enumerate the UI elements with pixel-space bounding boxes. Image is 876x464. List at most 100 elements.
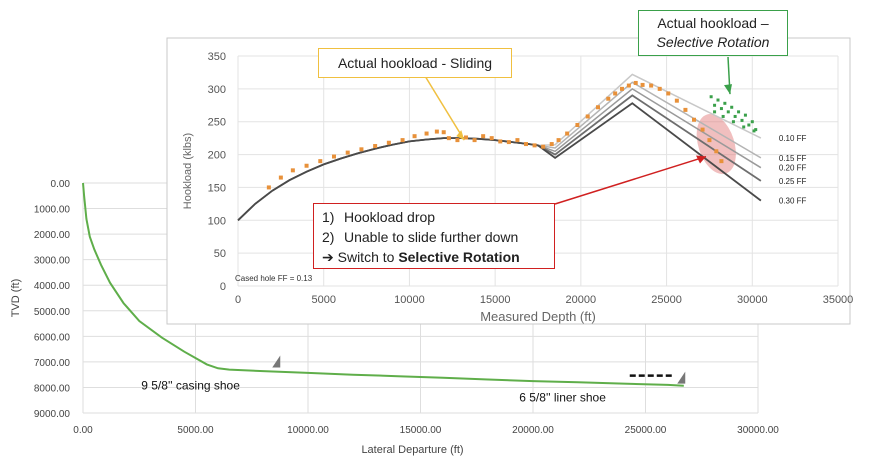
hookload-x-tick-label: 20000 — [566, 294, 597, 306]
callout-drop-text-2: Unable to slide further down — [344, 229, 519, 245]
cased-hole-ff-label: Cased hole FF = 0.13 — [235, 274, 313, 283]
hookload-x-axis-label: Measured Depth (ft) — [480, 309, 596, 324]
liner-shoe-label: 6 5/8'' liner shoe — [519, 391, 606, 405]
sliding-data-point — [541, 144, 546, 149]
hookload-x-tick-label: 5000 — [311, 294, 335, 306]
hookload-x-tick-label: 10000 — [394, 294, 425, 306]
sliding-data-point — [674, 98, 679, 103]
sliding-data-point — [481, 134, 486, 139]
sliding-data-point — [575, 123, 580, 127]
hookload-x-tick-label: 0 — [235, 294, 241, 306]
sliding-data-point — [524, 142, 528, 147]
trajectory-y-tick-label: 1000.00 — [34, 205, 71, 216]
sliding-data-point — [506, 140, 511, 145]
rotation-data-point — [723, 101, 727, 105]
sliding-data-point — [318, 159, 323, 164]
rotation-data-point — [719, 107, 723, 111]
sliding-data-point — [266, 185, 271, 190]
trajectory-y-tick-label: 6000.00 — [34, 332, 71, 343]
sliding-arrow-line — [424, 75, 465, 141]
trajectory-y-tick-label: 2000.00 — [34, 230, 71, 241]
sliding-data-point — [332, 154, 336, 159]
callout-sliding-text: Actual hookload - Sliding — [337, 55, 493, 71]
rotation-data-point — [730, 105, 734, 109]
sliding-data-point — [714, 149, 719, 154]
trajectory-y-axis-label: TVD (ft) — [10, 279, 22, 318]
trajectory-x-tick-label: 20000.00 — [512, 425, 554, 436]
sliding-data-point — [386, 140, 391, 145]
rotation-data-point — [754, 128, 758, 132]
sliding-data-point — [278, 175, 283, 180]
hookload-y-tick-label: 150 — [208, 182, 226, 194]
drop-arrow-line — [554, 155, 707, 205]
hookload-y-tick-label: 250 — [208, 117, 226, 129]
rotation-data-point — [747, 123, 751, 127]
sliding-data-point — [441, 130, 446, 135]
trajectory-x-tick-label: 5000.00 — [177, 425, 214, 436]
trajectory-x-tick-label: 10000.00 — [287, 425, 329, 436]
rotation-data-point — [709, 95, 713, 99]
sliding-data-point — [626, 83, 631, 88]
rotation-data-point — [721, 114, 725, 118]
sliding-data-point — [565, 131, 570, 136]
rotation-data-point — [713, 110, 717, 114]
sliding-data-point — [412, 134, 417, 139]
ff-curve-label: 0.10 FF — [779, 134, 807, 143]
hookload-y-tick-label: 350 — [208, 51, 226, 63]
callout-drop-text-3-bold: Selective Rotation — [398, 249, 520, 265]
sliding-arrow-head — [456, 130, 465, 141]
callout-drop-item-1: 1) Hookload drop — [322, 207, 554, 227]
sliding-data-point — [613, 91, 618, 96]
hookload-x-tick-label: 25000 — [651, 294, 682, 306]
ff-curve-label: 0.20 FF — [779, 164, 807, 173]
hookload-y-tick-label: 50 — [214, 248, 226, 260]
callout-sliding: Actual hookload - Sliding — [318, 48, 512, 78]
trajectory-x-tick-label: 25000.00 — [625, 425, 667, 436]
hookload-x-tick-label: 30000 — [737, 294, 768, 306]
trajectory-x-tick-label: 30000.00 — [737, 425, 779, 436]
hookload-y-tick-label: 200 — [208, 150, 226, 162]
rotation-data-point — [742, 125, 746, 129]
callout-drop-num-2: 2) — [322, 229, 335, 245]
callout-drop-item-3: ➔ Switch to Selective Rotation — [322, 247, 554, 267]
casing-shoe-marker — [272, 355, 281, 368]
sliding-data-point — [424, 131, 429, 136]
rotation-data-point — [750, 120, 754, 124]
sliding-data-point — [549, 142, 554, 147]
rotation-data-point — [737, 110, 741, 114]
trajectory-y-tick-label: 7000.00 — [34, 358, 71, 369]
callout-drop-text-1: Hookload drop — [344, 209, 436, 225]
trajectory-y-tick-label: 3000.00 — [34, 256, 71, 267]
trajectory-x-tick-label: 15000.00 — [400, 425, 442, 436]
callout-drop-item-2: 2) Unable to slide further down — [322, 227, 554, 247]
callout-rotation-line2: Selective Rotation — [656, 34, 770, 50]
drop-arrow-head — [696, 155, 706, 164]
hookload-y-tick-label: 300 — [208, 84, 226, 96]
sliding-data-point — [359, 147, 364, 152]
sliding-data-point — [620, 86, 624, 91]
sliding-data-point — [683, 107, 688, 112]
sliding-data-point — [640, 82, 645, 87]
sliding-data-point — [515, 138, 520, 143]
liner-shoe-marker — [677, 371, 686, 384]
hookload-x-tick-label: 15000 — [480, 294, 511, 306]
trajectory-x-axis-label: Lateral Departure (ft) — [361, 444, 463, 456]
sliding-data-point — [489, 136, 494, 141]
callout-drop-num-1: 1) — [322, 209, 335, 225]
callout-drop-text-3: ➔ Switch to — [322, 249, 399, 265]
trajectory-chart: 0.001000.002000.003000.004000.005000.006… — [10, 179, 779, 456]
sliding-data-point — [700, 127, 705, 132]
rotation-data-point — [716, 98, 720, 102]
sliding-data-point — [596, 105, 600, 110]
sliding-data-point — [434, 129, 439, 134]
rotation-data-point — [743, 113, 747, 117]
sliding-data-point — [455, 138, 460, 143]
trajectory-line — [82, 182, 684, 387]
sliding-data-point — [633, 80, 638, 85]
callout-rotation-line1: Actual hookload – — [657, 15, 769, 31]
callout-selective-rotation: Actual hookload – Selective Rotation — [638, 10, 788, 56]
sliding-data-point — [373, 144, 378, 149]
trajectory-y-tick-label: 9000.00 — [34, 409, 71, 420]
sliding-data-point — [446, 136, 451, 141]
